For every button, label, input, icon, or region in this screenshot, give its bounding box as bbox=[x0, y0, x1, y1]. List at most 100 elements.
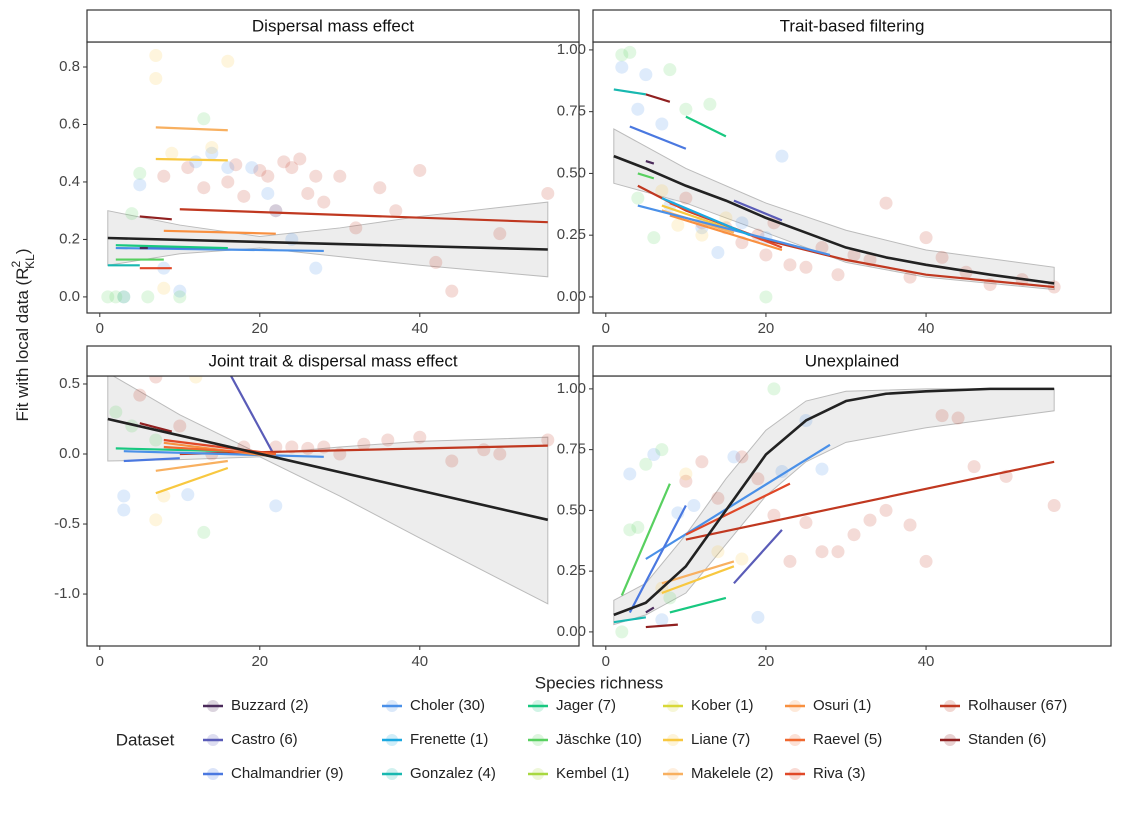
x-tick-label: 40 bbox=[918, 653, 935, 670]
data-point bbox=[237, 189, 251, 203]
y-tick-label: 0.25 bbox=[557, 226, 586, 243]
data-point bbox=[703, 97, 717, 111]
data-point bbox=[493, 227, 507, 241]
legend-label: Riva (3) bbox=[813, 765, 866, 782]
x-tick-label: 0 bbox=[96, 320, 104, 337]
dataset-fit-line bbox=[123, 457, 180, 463]
legend-label: Makelele (2) bbox=[691, 765, 774, 782]
y-tick-label: 1.00 bbox=[557, 41, 586, 58]
data-point bbox=[181, 488, 195, 502]
overall-fit-line bbox=[613, 387, 1055, 617]
data-point bbox=[117, 290, 131, 304]
y-label-end: ) bbox=[13, 248, 32, 254]
confidence-ribbon bbox=[613, 388, 1055, 626]
x-tick-label: 20 bbox=[758, 653, 775, 670]
data-point bbox=[133, 166, 147, 180]
data-point bbox=[687, 499, 701, 513]
y-tick-label: -0.5 bbox=[54, 515, 80, 532]
data-point bbox=[831, 268, 845, 282]
data-point bbox=[639, 68, 653, 82]
data-point bbox=[919, 231, 933, 245]
dataset-fit-line bbox=[661, 560, 735, 585]
x-tick-label: 20 bbox=[758, 320, 775, 337]
data-point bbox=[229, 158, 243, 172]
dataset-fit-line bbox=[637, 204, 831, 257]
data-point bbox=[735, 216, 749, 230]
data-point bbox=[117, 489, 131, 503]
data-point bbox=[133, 178, 147, 192]
data-point bbox=[269, 499, 283, 513]
data-point bbox=[181, 161, 195, 175]
data-point bbox=[277, 155, 291, 169]
data-point bbox=[285, 161, 299, 175]
x-tick-label: 0 bbox=[96, 653, 104, 670]
x-tick-label: 0 bbox=[602, 653, 610, 670]
data-point bbox=[189, 155, 203, 169]
legend-label: Osuri (1) bbox=[813, 697, 871, 714]
data-point bbox=[173, 284, 187, 298]
dataset-fit-line bbox=[629, 125, 687, 150]
confidence-ribbon bbox=[107, 201, 549, 278]
legend-title: Dataset bbox=[116, 730, 175, 749]
dataset-fit-line bbox=[645, 606, 655, 614]
data-point bbox=[541, 186, 555, 200]
y-label-text: Fit with local data (R bbox=[13, 268, 32, 422]
legend-label: Jäschke (10) bbox=[556, 731, 642, 748]
legend-label: Raevel (5) bbox=[813, 731, 882, 748]
data-point bbox=[879, 503, 893, 517]
data-point bbox=[381, 433, 395, 447]
data-point bbox=[735, 552, 749, 566]
legend-label: Standen (6) bbox=[968, 731, 1046, 748]
data-point bbox=[221, 161, 235, 175]
legend-label: Chalmandrier (9) bbox=[231, 765, 344, 782]
legend-label: Kober (1) bbox=[691, 697, 754, 714]
data-point bbox=[541, 433, 555, 447]
data-point bbox=[759, 248, 773, 262]
data-point bbox=[333, 169, 347, 183]
data-point bbox=[655, 117, 669, 131]
data-point bbox=[253, 163, 267, 177]
dataset-fit-line bbox=[685, 482, 791, 536]
y-tick-label: 0.50 bbox=[557, 164, 586, 181]
data-point bbox=[309, 261, 323, 275]
data-point bbox=[149, 433, 163, 447]
data-point bbox=[125, 207, 139, 221]
data-point bbox=[967, 460, 981, 474]
data-point bbox=[631, 102, 645, 116]
y-tick-label: 0.25 bbox=[557, 562, 586, 579]
data-point bbox=[245, 161, 259, 175]
data-point bbox=[373, 181, 387, 195]
data-point bbox=[951, 411, 965, 425]
data-point bbox=[647, 231, 661, 245]
data-point bbox=[205, 140, 219, 154]
data-point bbox=[815, 241, 829, 255]
dataset-fit-line bbox=[115, 244, 228, 250]
legend-label: Jager (7) bbox=[556, 697, 616, 714]
data-point bbox=[663, 591, 677, 605]
data-point bbox=[679, 102, 693, 116]
dataset-fit-line bbox=[155, 466, 229, 495]
data-point bbox=[679, 474, 693, 488]
data-point bbox=[623, 523, 637, 537]
data-point bbox=[631, 191, 645, 205]
data-point bbox=[157, 489, 171, 503]
strip bbox=[592, 9, 1112, 43]
dataset-fit-line bbox=[155, 157, 228, 162]
dataset-fit-line bbox=[163, 438, 276, 456]
dataset-fit-line bbox=[628, 505, 687, 613]
legend-label: Kembel (1) bbox=[556, 765, 629, 782]
x-tick-label: 0 bbox=[602, 320, 610, 337]
y-tick-label: 0.0 bbox=[59, 288, 80, 305]
data-point bbox=[269, 204, 283, 218]
data-point bbox=[149, 513, 163, 527]
data-point bbox=[269, 204, 283, 218]
data-point bbox=[141, 290, 155, 304]
data-point bbox=[357, 437, 371, 451]
y-tick-label: 0.8 bbox=[59, 58, 80, 75]
data-point bbox=[117, 290, 131, 304]
data-point bbox=[727, 450, 741, 464]
data-point bbox=[317, 195, 331, 209]
panel-title: Trait-based filtering bbox=[780, 16, 925, 35]
dataset-fit-line bbox=[645, 160, 655, 165]
data-point bbox=[935, 409, 949, 423]
